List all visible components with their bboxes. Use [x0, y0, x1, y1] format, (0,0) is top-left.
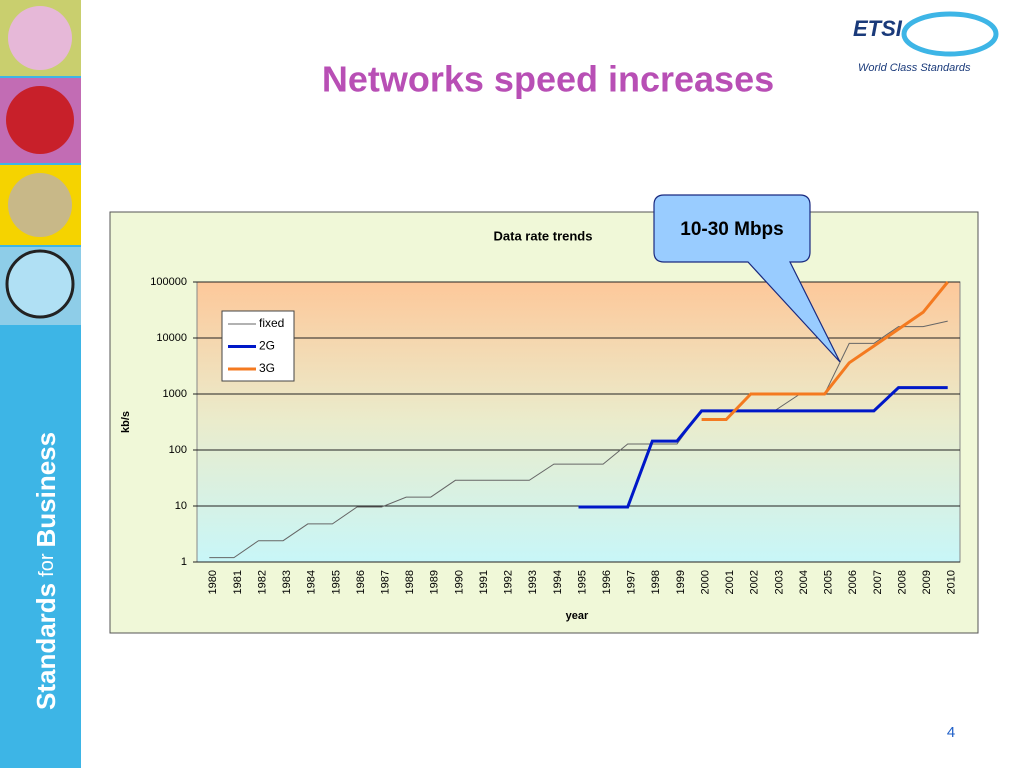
- x-tick-label: 1990: [453, 570, 465, 594]
- x-tick-label: 1981: [232, 570, 244, 594]
- x-tick-label: 2003: [773, 570, 785, 594]
- x-tick-label: 2009: [921, 570, 933, 594]
- legend-label: 3G: [259, 361, 275, 375]
- x-tick-label: 1995: [576, 570, 588, 594]
- sidebar-image: [6, 86, 74, 154]
- logo-tagline: World Class Standards: [858, 62, 971, 74]
- logo-name: ETSI: [853, 16, 903, 41]
- x-tick-label: 1999: [675, 570, 687, 594]
- x-tick-label: 1988: [404, 570, 416, 594]
- x-tick-label: 1994: [552, 570, 564, 594]
- legend-label: fixed: [259, 316, 284, 330]
- y-tick-label: 10000: [156, 332, 187, 344]
- x-tick-label: 2005: [823, 570, 835, 594]
- sidebar-text: Standards for Business: [31, 432, 61, 710]
- y-tick-label: 100: [169, 444, 187, 456]
- plot-area: [196, 281, 961, 563]
- x-tick-label: 1987: [380, 570, 392, 594]
- x-tick-label: 1997: [626, 570, 638, 594]
- y-tick-label: 10: [175, 500, 187, 512]
- x-tick-label: 1982: [256, 570, 268, 594]
- x-tick-label: 1996: [601, 570, 613, 594]
- x-tick-label: 1998: [650, 570, 662, 594]
- slide-title: Networks speed increases: [322, 59, 774, 100]
- y-tick-label: 1000: [163, 388, 187, 400]
- x-tick-label: 2000: [699, 570, 711, 594]
- y-axis-label: kb/s: [120, 411, 132, 433]
- x-tick-label: 1983: [281, 570, 293, 594]
- y-tick-label: 1: [181, 556, 187, 568]
- legend-label: 2G: [259, 339, 275, 353]
- callout: [653, 194, 841, 363]
- series-line: [701, 281, 949, 421]
- series-line: [578, 386, 948, 509]
- x-tick-label: 1989: [429, 570, 441, 594]
- logo-swirl: [901, 11, 999, 57]
- y-tick-label: 100000: [150, 276, 187, 288]
- x-tick-label: 1985: [330, 570, 342, 594]
- sidebar-image: [5, 249, 75, 319]
- sidebar-word: Business: [31, 432, 61, 548]
- callout-text: 10-30 Mbps: [680, 219, 783, 240]
- chart-title: Data rate trends: [494, 228, 593, 243]
- x-tick-label: 1992: [503, 570, 515, 594]
- x-tick-label: 2002: [749, 570, 761, 594]
- x-tick-label: 2008: [896, 570, 908, 594]
- x-tick-label: 1980: [207, 570, 219, 594]
- sidebar-image: [8, 6, 72, 70]
- x-tick-label: 1991: [478, 570, 490, 594]
- sidebar-word: Standards: [31, 583, 61, 710]
- x-tick-label: 2001: [724, 570, 736, 594]
- sidebar-word: for: [36, 553, 58, 577]
- x-tick-label: 1984: [306, 570, 318, 594]
- x-tick-label: 2004: [798, 570, 810, 594]
- x-tick-label: 2006: [847, 570, 859, 594]
- x-tick-label: 2007: [872, 570, 884, 594]
- sidebar-image: [8, 173, 72, 237]
- x-tick-label: 2010: [946, 570, 958, 594]
- x-tick-label: 1986: [355, 570, 367, 594]
- x-axis-label: year: [566, 610, 589, 622]
- x-tick-label: 1993: [527, 570, 539, 594]
- page-number: 4: [947, 724, 955, 741]
